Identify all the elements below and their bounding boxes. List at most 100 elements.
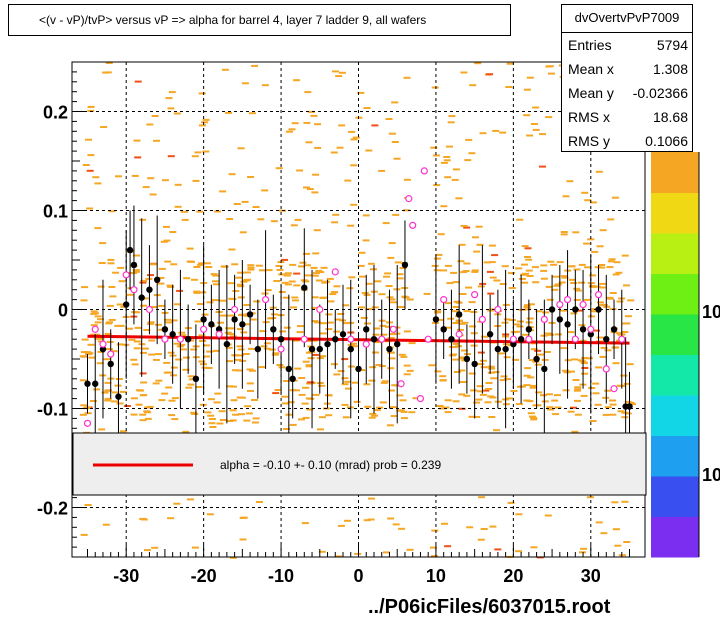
hist-cell [526, 76, 534, 79]
profile-point [394, 340, 401, 348]
hist-cell [388, 132, 396, 135]
hist-cell [503, 356, 511, 359]
hist-cell [460, 381, 467, 383]
hist-cell [331, 221, 339, 224]
axes: -30 -20 -10 0 10 20 30 -0.2 -0.1 0 0.1 0.2 [37, 61, 631, 586]
hist-cell [482, 389, 490, 392]
stats-key: Mean x [568, 61, 614, 77]
hist-cell [573, 299, 581, 301]
pink-marker [331, 268, 339, 276]
hist-cell [81, 286, 89, 289]
hist-cell [365, 149, 373, 152]
hist-cell [229, 556, 237, 559]
hist-cell [227, 314, 235, 317]
hist-cell [465, 138, 473, 141]
hist-cell [473, 250, 481, 253]
pink-marker [494, 305, 502, 314]
hist-cell [305, 351, 313, 354]
hist-cell [139, 517, 147, 520]
hist-cell [487, 292, 495, 295]
x-tick-label: 20 [503, 566, 523, 586]
hist-cell [515, 403, 523, 406]
hist-cell [599, 229, 607, 232]
hist-cell [237, 296, 245, 299]
hist-cell [394, 261, 402, 264]
hist-cell [388, 242, 396, 245]
palette-cell [651, 152, 699, 193]
hist-cell [593, 285, 601, 288]
hist-cell [84, 504, 92, 506]
hist-cell [581, 357, 589, 359]
hist-cell [493, 279, 501, 282]
hist-cell [362, 239, 370, 242]
hist-cell [188, 378, 196, 381]
hist-cell [492, 371, 500, 374]
hist-cell [291, 296, 299, 299]
hist-cell [607, 218, 615, 221]
hist-cell [202, 150, 210, 153]
hist-cell [354, 552, 362, 555]
hist-cell [332, 213, 340, 216]
hist-cell [80, 299, 88, 302]
hist-cell [444, 176, 452, 179]
hist-cell [213, 401, 221, 404]
hist-cell [368, 379, 376, 382]
hist-cell [325, 313, 333, 316]
hist-cell [312, 353, 320, 356]
stats-key: RMS x [568, 109, 610, 125]
hist-cell [594, 403, 602, 406]
hist-cell [556, 261, 564, 264]
hist-cell [294, 218, 302, 221]
profile-point [153, 276, 161, 283]
hist-cell [379, 324, 387, 327]
hist-cell [111, 391, 119, 394]
hist-cell [92, 176, 100, 179]
profile-point [308, 345, 316, 353]
palette-cell [651, 435, 699, 477]
profile-point [184, 336, 192, 343]
hist-cell [595, 521, 603, 524]
hist-cell [512, 358, 519, 361]
hist-cell [590, 310, 598, 313]
hist-cell [584, 298, 591, 301]
hist-cell [488, 416, 496, 418]
hist-cell [237, 285, 245, 288]
hist-cell [488, 367, 496, 370]
hist-cell [445, 326, 453, 329]
hist-cell [595, 170, 603, 173]
hist-cell [365, 282, 373, 285]
hist-cell [396, 273, 404, 276]
hist-cell [367, 518, 375, 521]
hist-cell [508, 319, 516, 321]
hist-cell [265, 269, 273, 272]
hist-cell [243, 304, 251, 306]
hist-cell [487, 371, 495, 374]
hist-cell [79, 355, 87, 358]
hist-cell [259, 330, 267, 333]
hist-cell [579, 551, 586, 554]
hist-cell [560, 309, 568, 312]
hist-cell [164, 260, 172, 263]
hist-cell [326, 277, 334, 280]
hist-cell [447, 121, 455, 124]
hist-cell [198, 334, 206, 337]
hist-cell [518, 277, 526, 280]
hist-cell [460, 71, 468, 74]
hist-cell [527, 376, 535, 379]
hist-cell [105, 348, 113, 351]
hist-cell [388, 333, 396, 336]
hist-cell [108, 286, 116, 288]
hist-cell [524, 247, 532, 250]
hist-cell [117, 266, 125, 269]
hist-cell [373, 327, 381, 330]
hist-cell [388, 298, 396, 301]
profile-point [332, 336, 339, 343]
hist-cell [371, 414, 379, 417]
hist-cell [598, 266, 606, 269]
hist-cell [130, 413, 138, 416]
hist-cell [175, 358, 183, 361]
hist-cell [525, 269, 533, 272]
hist-cell [320, 332, 328, 335]
hist-cell [444, 399, 452, 402]
hist-cell [491, 254, 499, 257]
